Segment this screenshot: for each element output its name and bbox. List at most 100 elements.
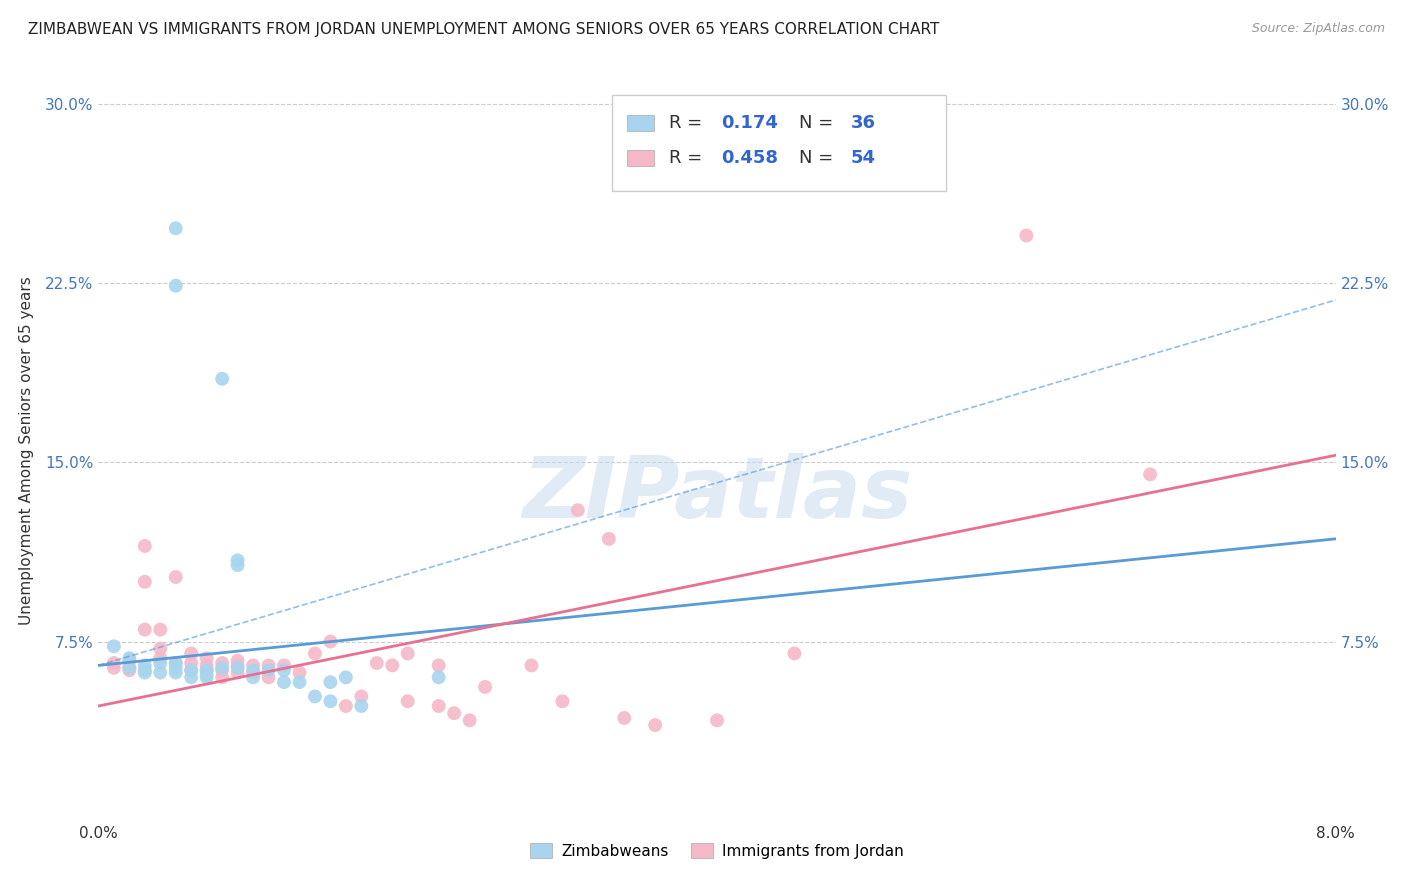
Point: [211, 661, 233, 675]
Point: [165, 665, 187, 680]
Point: [273, 675, 295, 690]
Point: [211, 656, 233, 670]
Point: [350, 698, 373, 713]
Point: [628, 126, 651, 140]
Point: [257, 658, 280, 673]
Point: [134, 658, 156, 673]
Point: [783, 647, 806, 661]
Point: [257, 670, 280, 684]
Point: [118, 661, 141, 675]
Point: [134, 665, 156, 680]
Point: [613, 711, 636, 725]
Point: [319, 675, 342, 690]
Text: R =: R =: [669, 149, 707, 167]
Point: [288, 675, 311, 690]
Point: [242, 663, 264, 677]
Point: [242, 670, 264, 684]
Point: [226, 553, 249, 567]
Point: [706, 714, 728, 728]
Text: 0.458: 0.458: [721, 149, 778, 167]
Y-axis label: Unemployment Among Seniors over 65 years: Unemployment Among Seniors over 65 years: [18, 277, 34, 624]
Point: [149, 665, 172, 680]
Point: [149, 656, 172, 670]
Point: [396, 694, 419, 708]
Point: [458, 714, 481, 728]
Point: [103, 661, 125, 675]
Point: [474, 680, 496, 694]
Point: [381, 658, 404, 673]
Point: [1015, 228, 1038, 243]
Point: [520, 658, 543, 673]
FancyBboxPatch shape: [627, 150, 654, 166]
Point: [195, 651, 218, 665]
Point: [134, 574, 156, 589]
Point: [195, 663, 218, 677]
Point: [180, 663, 202, 677]
Text: 0.174: 0.174: [721, 114, 778, 132]
Point: [180, 670, 202, 684]
Point: [335, 698, 357, 713]
Point: [180, 647, 202, 661]
Point: [180, 656, 202, 670]
Point: [304, 647, 326, 661]
Point: [226, 654, 249, 668]
Point: [567, 503, 589, 517]
Point: [118, 663, 141, 677]
Point: [134, 539, 156, 553]
Text: R =: R =: [669, 114, 707, 132]
Text: 54: 54: [851, 149, 876, 167]
Point: [195, 668, 218, 682]
Text: N =: N =: [799, 149, 839, 167]
Point: [226, 558, 249, 573]
Point: [335, 670, 357, 684]
Point: [118, 654, 141, 668]
Point: [165, 278, 187, 293]
FancyBboxPatch shape: [627, 115, 654, 131]
Point: [211, 670, 233, 684]
Point: [118, 651, 141, 665]
Point: [257, 663, 280, 677]
Legend: Zimbabweans, Immigrants from Jordan: Zimbabweans, Immigrants from Jordan: [524, 837, 910, 865]
Point: [165, 656, 187, 670]
Point: [427, 658, 450, 673]
Point: [226, 661, 249, 675]
Point: [165, 221, 187, 235]
Point: [427, 698, 450, 713]
Point: [118, 661, 141, 675]
Point: [211, 372, 233, 386]
Text: ZIPatlas: ZIPatlas: [522, 453, 912, 536]
Text: N =: N =: [799, 114, 839, 132]
Point: [195, 670, 218, 684]
Point: [288, 665, 311, 680]
Point: [149, 651, 172, 665]
Point: [598, 532, 620, 546]
FancyBboxPatch shape: [612, 95, 946, 191]
Point: [242, 658, 264, 673]
Point: [165, 661, 187, 675]
Point: [180, 663, 202, 677]
Point: [195, 658, 218, 673]
Point: [195, 663, 218, 677]
Point: [396, 647, 419, 661]
Point: [644, 718, 666, 732]
Point: [443, 706, 465, 721]
Text: Source: ZipAtlas.com: Source: ZipAtlas.com: [1251, 22, 1385, 36]
Point: [134, 663, 156, 677]
Point: [350, 690, 373, 704]
Point: [211, 663, 233, 677]
Point: [226, 658, 249, 673]
Point: [304, 690, 326, 704]
Point: [427, 670, 450, 684]
Point: [551, 694, 574, 708]
Point: [319, 634, 342, 648]
Text: 36: 36: [851, 114, 876, 132]
Point: [242, 665, 264, 680]
Point: [226, 665, 249, 680]
Point: [103, 640, 125, 654]
Point: [134, 623, 156, 637]
Point: [273, 658, 295, 673]
Point: [165, 570, 187, 584]
Point: [1139, 467, 1161, 482]
Point: [149, 623, 172, 637]
Point: [273, 663, 295, 677]
